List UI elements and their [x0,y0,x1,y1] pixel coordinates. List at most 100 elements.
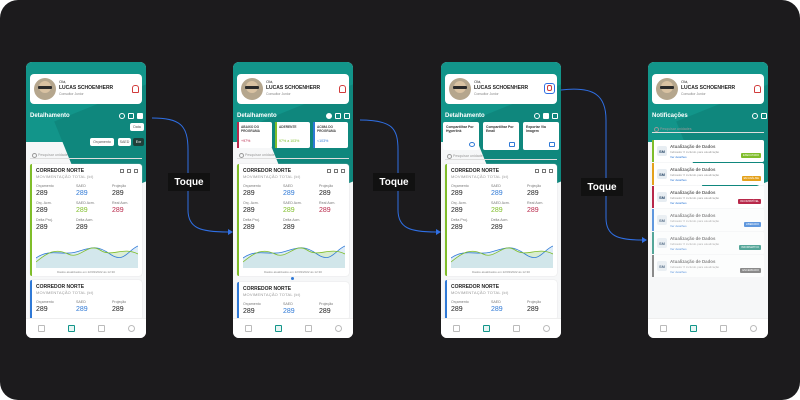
user-role: Consultor Junior [474,92,499,96]
notification-item[interactable]: SM Atualização de Dados Indicador X incl… [652,140,764,162]
filter-icon[interactable] [137,113,143,119]
details-link[interactable]: Ver detalhes [670,270,687,274]
share-icon[interactable] [542,169,546,173]
bell-icon[interactable] [754,85,761,93]
card-subtitle: MOVIMENTAÇÃO TOTAL (kt) [243,292,301,297]
unit-card[interactable]: CORREDOR NORTE MOVIMENTAÇÃO TOTAL (kt) O… [237,164,349,276]
details-link[interactable]: Ver detalhes [670,224,687,228]
search-input[interactable]: Pesquisar unidade [237,151,349,159]
bell-icon[interactable] [544,83,555,94]
search-input[interactable]: Pesquisar unidade [30,151,142,159]
metric-value: 289 [451,207,463,214]
info-icon[interactable] [119,113,125,119]
filter-saed[interactable]: SAED [118,138,131,146]
bookmark-icon[interactable] [97,325,105,332]
eye-icon [469,142,475,147]
search-input[interactable]: Pesquisar unidade [445,152,557,160]
details-link[interactable]: Ver detalhes [670,247,687,251]
filter-icon[interactable] [761,113,767,119]
expand-icon[interactable] [327,169,331,173]
gear-icon[interactable] [127,325,135,332]
metric-value: 289 [527,207,539,214]
unit-card[interactable]: CORREDOR NORTE MOVIMENTAÇÃO TOTAL (kt) O… [237,282,349,320]
kpi-value: <103% [317,139,329,143]
metric-value: 289 [76,306,88,313]
bell-icon[interactable] [339,85,346,93]
card-subtitle: MOVIMENTAÇÃO TOTAL (kt) [36,290,94,295]
metric-label: Orçamento [36,300,54,304]
touch-label-3: Toque [581,178,623,196]
metric-value: 289 [451,306,463,313]
grid-icon[interactable] [452,325,460,332]
unit-card[interactable]: CORREDOR NORTE MOVIMENTAÇÃO TOTAL (kt) O… [445,164,557,276]
notification-item[interactable]: SM Atualização de Dados Indicador X incl… [652,186,764,208]
search-input[interactable]: Pesquisar unidades [652,125,764,133]
bookmark-icon[interactable] [304,325,312,332]
notification-item[interactable]: SM Atualização de Dados Indicador X incl… [652,209,764,231]
notification-item[interactable]: SM Atualização de Dados Indicador X incl… [652,232,764,254]
details-link[interactable]: Ver detalhes [670,155,687,159]
notification-item[interactable]: SM Atualização de Dados Indicador X incl… [652,163,764,185]
chart-icon[interactable] [689,325,697,332]
notification-item[interactable]: SM Atualização de Dados Indicador X incl… [652,255,764,277]
notification-title: Atualização de Dados [670,259,716,264]
table-icon[interactable] [543,113,549,119]
share-email-button[interactable]: Compartilhar Por Email [483,122,519,150]
bell-icon[interactable] [132,85,139,93]
info-icon[interactable] [326,113,332,119]
gear-icon[interactable] [134,169,138,173]
expand-icon[interactable] [535,169,539,173]
chart-icon[interactable] [274,325,282,332]
data-filter-chip[interactable]: Data [130,123,144,131]
kpi-below: ABAIXO DO PROGRAMA +97% [237,122,272,148]
details-link[interactable]: Ver detalhes [670,201,687,205]
metric-label: Projeção [527,184,542,188]
bottom-nav [441,318,561,338]
filter-orcamento[interactable]: Orçamento [90,138,114,146]
share-icon[interactable] [334,169,338,173]
avatar [449,78,471,100]
share-icon[interactable] [127,169,131,173]
chart-icon[interactable] [482,325,490,332]
info-icon[interactable] [534,113,540,119]
table-icon[interactable] [335,113,341,119]
notification-badge: SM [657,238,667,248]
bookmark-icon[interactable] [719,325,727,332]
user-header: Olá, LUCAS SCHOENHERR Consultor Junior [445,74,557,104]
metric-value: 289 [491,306,503,313]
chart-icon[interactable] [67,325,75,332]
share-hyperlink-button[interactable]: Compartilhar Por Hyperlink [443,122,479,150]
export-image-button[interactable]: Exportar Via Imagem [523,122,559,150]
updated-text: Dados atualizados em 22/03/2022 às 12:30 [57,270,115,274]
metric-value: 289 [527,306,539,313]
bookmark-icon[interactable] [512,325,520,332]
grid-icon[interactable] [244,325,252,332]
card-subtitle: MOVIMENTAÇÃO TOTAL (kt) [451,290,509,295]
grid-icon[interactable] [659,325,667,332]
grid-icon[interactable] [37,325,45,332]
unit-card[interactable]: CORREDOR NORTE MOVIMENTAÇÃO TOTAL (kt) O… [30,164,142,276]
table-icon[interactable] [128,113,134,119]
gear-icon[interactable] [749,325,757,332]
filter-exr[interactable]: Exr [133,138,144,146]
metric-label: Orç. Acm. [451,201,467,205]
gear-icon[interactable] [542,325,550,332]
expand-icon[interactable] [120,169,124,173]
gear-icon[interactable] [341,169,345,173]
filter-icon[interactable] [552,113,558,119]
card-subtitle: MOVIMENTAÇÃO TOTAL (kt) [451,174,509,179]
gear-icon[interactable] [549,169,553,173]
status-badge: INFORMATIVO [739,245,761,250]
metric-value: 289 [36,224,48,231]
details-link[interactable]: Ver detalhes [670,178,687,182]
refresh-icon[interactable] [752,113,758,119]
metric-value: 289 [112,306,124,313]
title-toolbar [752,113,767,120]
unit-card[interactable]: CORREDOR NORTE MOVIMENTAÇÃO TOTAL (kt) O… [445,280,557,320]
gear-icon[interactable] [334,325,342,332]
filter-icon[interactable] [344,113,350,119]
metric-label: SAED [491,184,501,188]
kpi-title: ACIMA DO PROGRAMA [317,125,336,133]
action-label: Exportar Via Imagem [526,125,546,133]
unit-card[interactable]: CORREDOR NORTE MOVIMENTAÇÃO TOTAL (kt) O… [30,280,142,320]
